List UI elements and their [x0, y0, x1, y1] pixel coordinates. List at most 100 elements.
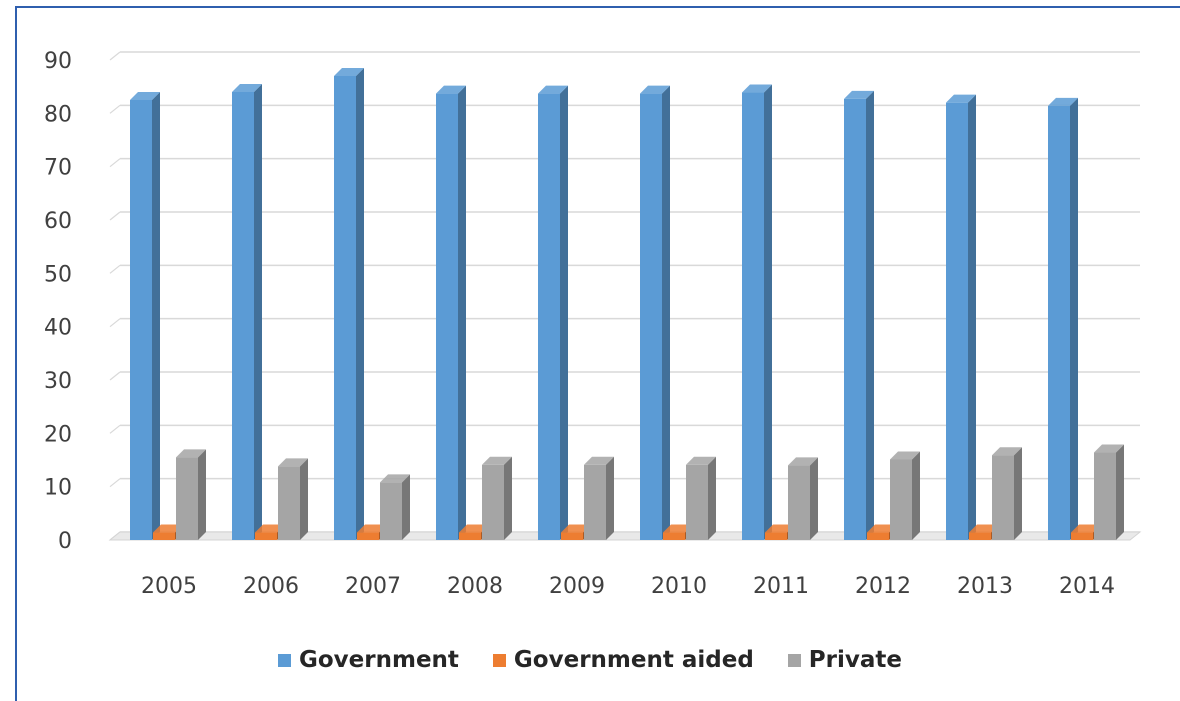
legend: Government Government aided Private: [0, 647, 1180, 673]
bar-front: [992, 455, 1014, 540]
legend-swatch-government-aided: [492, 653, 506, 667]
x-tick-label: 2010: [651, 574, 707, 599]
gridline-depth: [109, 264, 121, 274]
gridline-depth: [109, 371, 121, 381]
legend-label-private: Private: [808, 647, 902, 673]
bar-front: [640, 93, 662, 540]
bar-front: [1094, 452, 1116, 540]
bar-top: [663, 524, 693, 533]
bar-front: [538, 93, 560, 540]
bar-private-2008: [482, 456, 512, 540]
bar-top: [584, 456, 614, 465]
bar-front: [459, 532, 481, 540]
x-tick-label: 2012: [855, 574, 911, 599]
bar-side: [300, 458, 308, 540]
bar-top: [640, 85, 670, 94]
bar-side: [866, 90, 874, 540]
bar-top: [436, 85, 466, 94]
gridline-depth: [109, 478, 121, 488]
bar-government-2010: [640, 85, 670, 540]
bar-top: [459, 524, 489, 533]
bar-private-2009: [584, 456, 614, 540]
gridline-depth: [109, 211, 121, 221]
bar-side: [810, 457, 818, 540]
legend-item-government: Government: [278, 647, 459, 673]
y-tick-label: 0: [58, 529, 72, 554]
bar-private-2012: [890, 451, 920, 540]
bar-top: [561, 524, 591, 533]
bar-front: [663, 532, 685, 540]
bar-side: [458, 85, 466, 540]
bars: [130, 68, 1124, 541]
bar-front: [482, 464, 504, 540]
bar-top: [969, 524, 999, 533]
bar-top: [334, 68, 364, 76]
legend-label-government-aided: Government aided: [513, 647, 754, 673]
bar-top: [278, 458, 308, 467]
x-axis: 2005 2006 2007 2008 2009 2010 2011 2012 2013 2014: [141, 574, 1115, 599]
gridline-depth: [109, 424, 121, 434]
bar-private-2014: [1094, 444, 1124, 540]
bar-top: [357, 524, 387, 533]
bar-front: [380, 482, 402, 540]
legend-label-government: Government: [299, 647, 459, 673]
bar-side: [560, 85, 568, 540]
y-tick-label: 90: [44, 49, 72, 74]
x-tick-label: 2011: [753, 574, 809, 599]
bar-top: [686, 456, 716, 465]
bar-top: [482, 456, 512, 465]
bar-front: [232, 92, 254, 540]
bar-side: [504, 456, 512, 540]
bar-top: [255, 524, 285, 533]
bar-front: [686, 464, 708, 540]
bar-side: [402, 474, 410, 540]
bar-side: [198, 449, 206, 540]
bar-front: [890, 459, 912, 540]
bar-top: [742, 84, 772, 93]
bar-private-2007: [380, 474, 410, 540]
bar-top: [1071, 524, 1101, 533]
bar-side: [356, 68, 364, 540]
bar-side: [764, 84, 772, 541]
bar-front: [153, 532, 175, 540]
bar-top: [380, 474, 410, 483]
bar-private-2005: [176, 449, 206, 540]
y-tick-label: 70: [44, 156, 72, 181]
gridline-depth: [109, 51, 121, 61]
bar-top: [176, 449, 206, 458]
bar-government-2007: [334, 68, 364, 540]
bar-front: [867, 532, 889, 540]
bar-side: [1014, 447, 1022, 540]
bar-chart: 0 10 20 30 40 50 60 70 80 90 2005 2006 2007 2008 2009…: [44, 49, 1142, 599]
bar-front: [788, 465, 810, 540]
bar-side: [606, 456, 614, 540]
bar-side: [1116, 444, 1124, 540]
bar-government-2008: [436, 85, 466, 540]
bar-top: [992, 447, 1022, 456]
bar-top: [867, 524, 897, 533]
bar-top: [788, 457, 818, 466]
x-tick-label: 2007: [345, 574, 401, 599]
bar-side: [152, 92, 160, 540]
bar-front: [969, 532, 991, 540]
bar-front: [255, 532, 277, 540]
bar-government-2012: [844, 90, 874, 540]
bar-side: [1070, 97, 1078, 540]
bar-front: [584, 464, 606, 540]
x-tick-label: 2009: [549, 574, 605, 599]
bar-front: [334, 76, 356, 540]
bar-private-2013: [992, 447, 1022, 540]
legend-item-government-aided: Government aided: [492, 647, 754, 673]
bar-top: [946, 94, 976, 103]
bar-top: [538, 85, 568, 94]
bar-front: [844, 98, 866, 540]
legend-swatch-private: [787, 653, 801, 667]
bar-private-2010: [686, 456, 716, 540]
x-tick-label: 2014: [1059, 574, 1115, 599]
legend-item-private: Private: [787, 647, 902, 673]
y-tick-label: 10: [44, 476, 72, 501]
gridlines: [109, 51, 1140, 541]
bar-side: [254, 84, 262, 540]
y-tick-label: 50: [44, 262, 72, 287]
